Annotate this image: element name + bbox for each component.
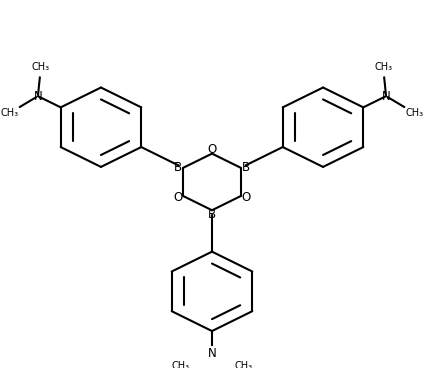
Text: CH₃: CH₃ (172, 361, 190, 368)
Text: N: N (208, 347, 216, 360)
Text: B: B (208, 208, 216, 221)
Text: O: O (173, 191, 183, 204)
Text: CH₃: CH₃ (374, 62, 392, 72)
Text: N: N (382, 90, 391, 103)
Text: O: O (241, 191, 251, 204)
Text: N: N (33, 90, 42, 103)
Text: O: O (207, 143, 217, 156)
Text: B: B (242, 161, 250, 174)
Text: B: B (174, 161, 182, 174)
Text: CH₃: CH₃ (234, 361, 252, 368)
Text: CH₃: CH₃ (32, 62, 50, 72)
Text: CH₃: CH₃ (405, 108, 423, 118)
Text: CH₃: CH₃ (1, 108, 19, 118)
